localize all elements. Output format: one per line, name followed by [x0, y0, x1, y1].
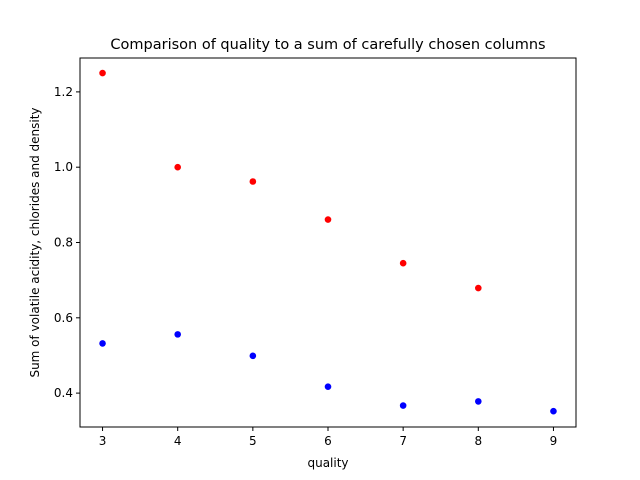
- x-axis: 3 4 5 6 7 8 9: [99, 427, 558, 448]
- data-point: [99, 340, 106, 347]
- x-tick-label: 5: [249, 434, 257, 448]
- y-axis-label: Sum of volatile acidity, chlorides and d…: [28, 107, 42, 377]
- data-point: [174, 331, 181, 338]
- series-1: [99, 331, 557, 415]
- x-tick-label: 9: [550, 434, 558, 448]
- x-tick-label: 8: [474, 434, 482, 448]
- x-tick-label: 7: [399, 434, 407, 448]
- x-tick-label: 6: [324, 434, 332, 448]
- y-tick-label: 0.6: [54, 311, 73, 325]
- data-point: [249, 352, 257, 360]
- x-tick-label: 4: [174, 434, 182, 448]
- chart-title: Comparison of quality to a sum of carefu…: [110, 37, 545, 53]
- plot-frame: [79, 57, 577, 428]
- data-point: [174, 163, 181, 171]
- data-point: [99, 69, 106, 77]
- data-point: [399, 402, 407, 409]
- series-0: [99, 69, 482, 292]
- data-point: [324, 216, 332, 223]
- y-tick-label: 0.8: [54, 236, 73, 250]
- plot-area: [99, 69, 557, 415]
- data-point: [475, 398, 482, 405]
- data-point: [249, 178, 257, 185]
- x-axis-label: quality: [307, 456, 348, 470]
- data-point: [475, 284, 482, 292]
- y-tick-label: 1.2: [54, 85, 73, 99]
- y-tick-label: 1.0: [54, 160, 73, 174]
- x-tick-label: 3: [99, 434, 107, 448]
- y-axis: 0.4 0.6 0.8 1.0 1.2: [54, 85, 80, 400]
- data-point: [399, 259, 407, 267]
- y-tick-label: 0.4: [54, 386, 73, 400]
- data-point: [324, 383, 332, 391]
- data-point: [550, 407, 557, 415]
